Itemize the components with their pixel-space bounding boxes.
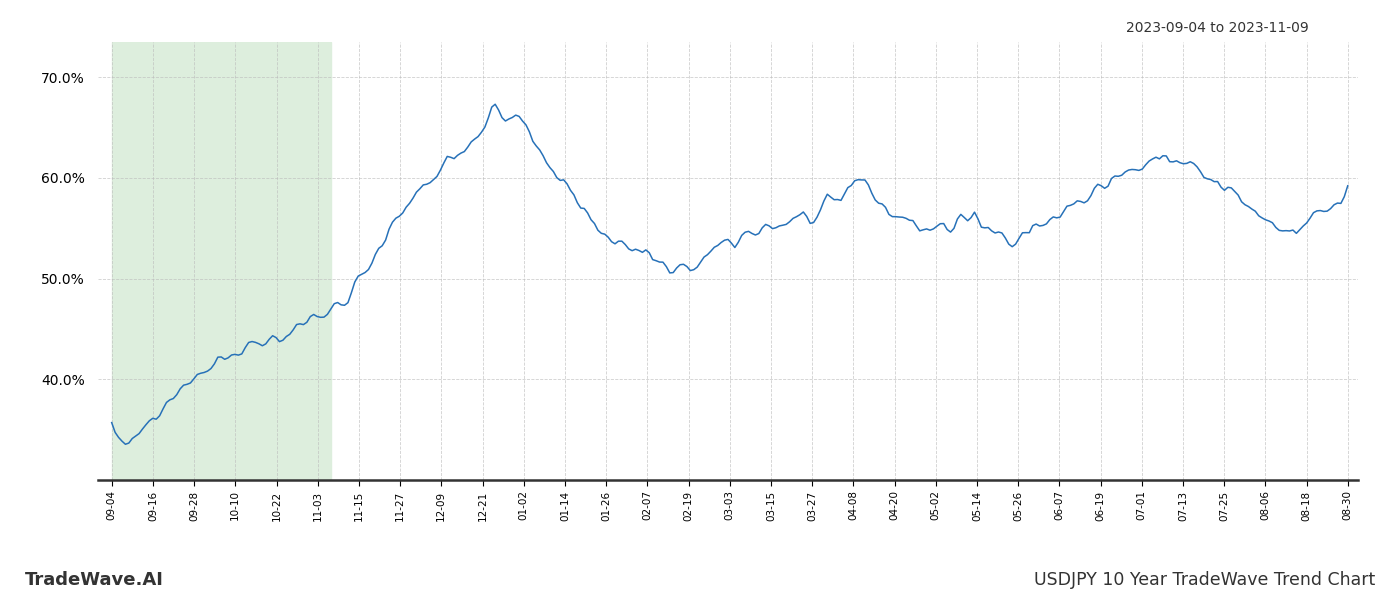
Bar — [112, 42, 330, 480]
Text: 2023-09-04 to 2023-11-09: 2023-09-04 to 2023-11-09 — [1126, 21, 1309, 35]
Text: TradeWave.AI: TradeWave.AI — [25, 571, 164, 589]
Text: USDJPY 10 Year TradeWave Trend Chart: USDJPY 10 Year TradeWave Trend Chart — [1033, 571, 1375, 589]
